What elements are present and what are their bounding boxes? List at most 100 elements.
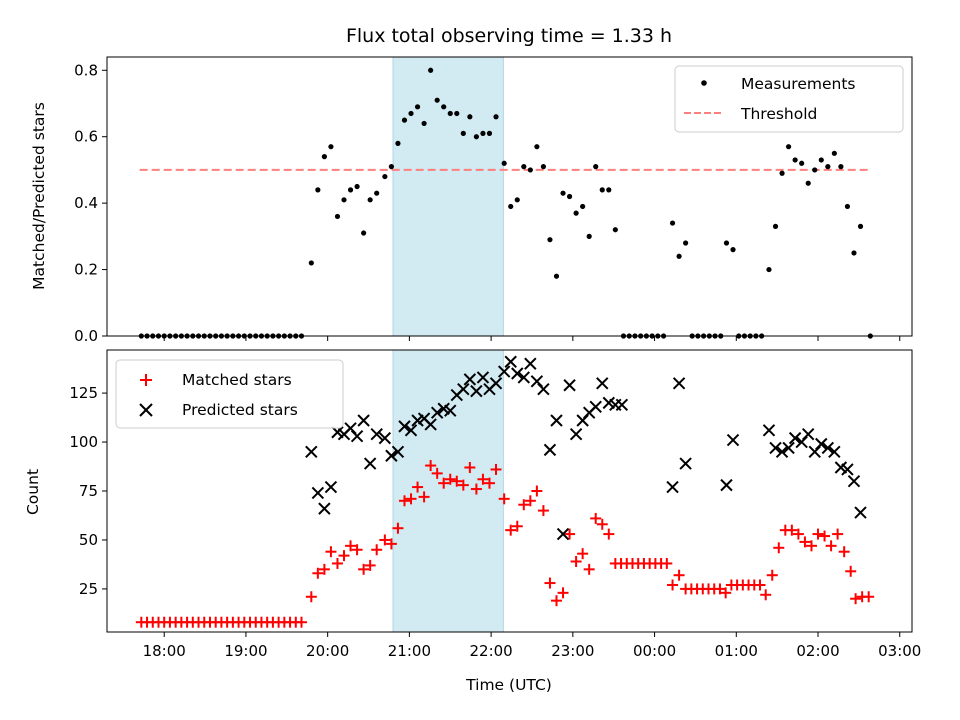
measurement-point — [844, 203, 851, 210]
matched-point — [805, 540, 817, 552]
matched-point — [557, 587, 569, 599]
top-legend: Measurements Threshold — [674, 65, 904, 133]
predicted-point — [775, 445, 789, 459]
predicted-point-b — [430, 406, 444, 419]
predicted-point — [615, 398, 629, 412]
bottom-y-tick-label: 75 — [79, 482, 98, 500]
top-legend-box — [674, 65, 904, 133]
predicted-point-b — [726, 433, 740, 447]
matched-point — [667, 579, 679, 591]
predicted-point-b — [463, 373, 477, 386]
predicted-point — [821, 441, 835, 455]
predicted-point-b — [782, 441, 795, 455]
measurement-point — [669, 220, 676, 226]
measurement-point — [408, 110, 414, 117]
matched-point — [754, 579, 766, 591]
predicted-point — [841, 463, 854, 476]
matched-point — [444, 473, 456, 485]
predicted-point-b — [370, 428, 383, 441]
matched-point — [418, 491, 430, 503]
predicted-point-b — [357, 414, 370, 427]
predicted-point-b — [821, 441, 835, 455]
measurement-point — [593, 164, 599, 170]
measurement-point — [712, 333, 718, 339]
measurement-point — [521, 164, 527, 170]
measurement-point — [805, 180, 811, 186]
matched-point — [518, 499, 530, 511]
x-tick-label: 00:00 — [633, 642, 676, 660]
x-tick-label: 20:00 — [306, 642, 349, 660]
predicted-point — [596, 377, 609, 390]
measurement-point — [486, 130, 493, 136]
predicted-point-b — [569, 428, 583, 441]
predicted-point-b — [524, 357, 537, 370]
matched-point — [524, 495, 536, 507]
predicted-point — [511, 367, 524, 380]
predicted-point — [311, 486, 325, 500]
measurement-point — [632, 333, 638, 339]
predicted-point-b — [537, 382, 550, 396]
matched-point — [773, 542, 785, 554]
measurement-point — [382, 173, 388, 180]
matched-point — [296, 616, 308, 628]
predicted-point-b — [324, 480, 338, 494]
measurement-point — [772, 223, 779, 229]
predicted-point-b — [378, 431, 392, 445]
measurement-point — [155, 333, 162, 339]
matched-point — [470, 483, 482, 495]
top-y-axis-label: Matched/Predicted stars — [30, 102, 48, 290]
measurement-point — [473, 134, 480, 140]
predicted-point-b — [543, 443, 557, 457]
top-axes-frame — [106, 56, 913, 337]
predicted-point — [550, 414, 563, 427]
measurement-point — [626, 333, 632, 339]
x-tick-label: 18:00 — [143, 642, 186, 660]
matched-point — [338, 550, 350, 562]
matched-point — [312, 567, 324, 579]
matched-point — [498, 493, 510, 505]
measurement-point — [649, 333, 655, 339]
predicted-point-b — [489, 377, 503, 390]
top-y-tick-label: 0.0 — [74, 327, 98, 345]
measurement-point — [812, 167, 818, 173]
x-axis-label: Time (UTC) — [465, 676, 552, 694]
matched-point — [412, 481, 424, 493]
measurement-point — [747, 333, 753, 339]
predicted-point — [815, 437, 828, 451]
measurement-point — [395, 140, 401, 146]
measurement-point — [660, 333, 667, 339]
measurement-point — [247, 333, 253, 339]
predicted-point-b — [344, 422, 357, 435]
measurement-point — [361, 230, 367, 236]
predicted-point — [847, 475, 861, 488]
top-panel: 0.0 0.2 0.4 0.6 0.8 — [74, 56, 913, 345]
measurement-point — [190, 333, 196, 339]
measurement-point — [270, 333, 276, 339]
predicted-point — [430, 406, 444, 419]
measurement-point — [454, 110, 460, 117]
predicted-point — [769, 441, 782, 455]
chart-title: Flux total observing time = 1.33 h — [346, 25, 672, 47]
measurement-point — [258, 333, 265, 339]
predicted-point — [463, 373, 477, 386]
matched-point — [351, 544, 363, 556]
predicted-point — [672, 377, 686, 390]
predicted-point-b — [802, 428, 815, 441]
predicted-point-b — [363, 457, 377, 470]
predicted-point-b — [847, 475, 861, 488]
predicted-point — [350, 429, 364, 443]
measurement-point — [347, 187, 354, 193]
predicted-point-b — [602, 396, 616, 410]
measurement-point — [580, 203, 586, 210]
matched-point — [477, 473, 489, 485]
predicted-point-b — [385, 449, 398, 462]
predicted-point — [370, 428, 383, 441]
matched-point — [490, 463, 502, 475]
predicted-point — [470, 384, 483, 398]
measurement-point — [144, 333, 150, 339]
matched-point — [673, 569, 685, 581]
legend-predicted-marker — [139, 403, 153, 417]
measurement-point — [374, 190, 380, 196]
measurement-point — [638, 333, 644, 339]
predicted-point-b — [305, 445, 318, 459]
